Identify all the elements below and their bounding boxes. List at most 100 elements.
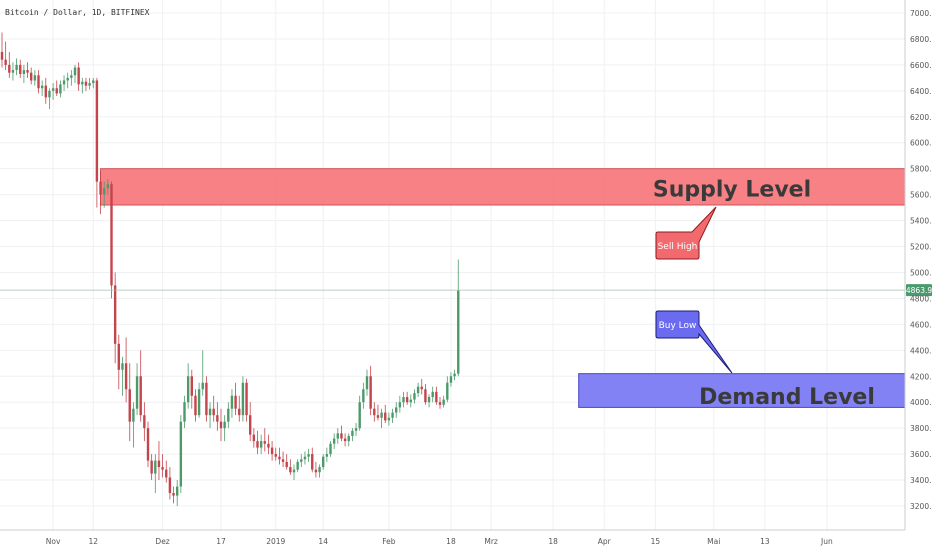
candle-body bbox=[103, 188, 106, 195]
candle-body bbox=[190, 376, 193, 396]
candle-body bbox=[8, 64, 11, 73]
candle-body bbox=[292, 469, 296, 473]
y-tick-label: 4000.0 bbox=[910, 398, 932, 407]
y-tick-label: 3200.0 bbox=[910, 502, 932, 511]
y-tick-label: 5800.0 bbox=[910, 165, 932, 174]
candle-body bbox=[362, 389, 365, 403]
candle-body bbox=[252, 434, 256, 442]
candle-body bbox=[267, 443, 270, 448]
candle-body bbox=[124, 363, 128, 390]
x-tick-label: 12 bbox=[88, 537, 98, 546]
x-tick-label: Dez bbox=[155, 537, 169, 546]
candle-body bbox=[281, 459, 285, 462]
candle-body bbox=[121, 363, 124, 370]
candle-body bbox=[223, 421, 226, 429]
candle-body bbox=[183, 402, 186, 422]
zones bbox=[100, 168, 906, 408]
x-tick-label: Mai bbox=[707, 537, 720, 546]
y-tick-label: 6000.0 bbox=[910, 139, 932, 148]
y-tick-label: 5600.0 bbox=[910, 191, 932, 200]
x-tick-label: 15 bbox=[651, 537, 661, 546]
x-tick-label: 18 bbox=[548, 537, 558, 546]
candle-body bbox=[88, 83, 91, 86]
candle-body bbox=[395, 407, 398, 413]
candle-body bbox=[150, 460, 153, 474]
candle-body bbox=[457, 290, 460, 374]
x-tick-label: 18 bbox=[446, 537, 456, 546]
candle-body bbox=[73, 67, 77, 76]
candle-body bbox=[0, 51, 4, 60]
candles bbox=[0, 32, 460, 506]
candle-body bbox=[92, 80, 95, 84]
candle-body bbox=[62, 80, 66, 85]
candle-body bbox=[51, 88, 55, 91]
candle-body bbox=[154, 460, 157, 474]
candle-body bbox=[285, 461, 288, 468]
candle-body bbox=[19, 64, 22, 74]
grid bbox=[0, 0, 905, 530]
candle-body bbox=[322, 456, 325, 468]
candle-body bbox=[227, 408, 230, 422]
x-tick-label: Nov bbox=[46, 537, 61, 546]
candle-body bbox=[314, 469, 318, 473]
candle-body bbox=[208, 408, 212, 416]
candle-body bbox=[230, 395, 234, 409]
x-tick-label: 2019 bbox=[266, 537, 285, 546]
candle-body bbox=[241, 382, 245, 416]
candle-body bbox=[81, 81, 84, 85]
y-tick-label: 6600.0 bbox=[910, 61, 932, 70]
candle-body bbox=[22, 70, 26, 74]
candle-body bbox=[387, 417, 391, 421]
candle-body bbox=[405, 397, 409, 403]
candle-body bbox=[391, 412, 394, 418]
candle-body bbox=[245, 382, 248, 416]
candle-body bbox=[15, 64, 18, 71]
candle-body bbox=[274, 454, 277, 457]
candle-body bbox=[168, 477, 172, 494]
candle-body bbox=[446, 382, 449, 400]
candle-body bbox=[113, 285, 117, 344]
candle-body bbox=[205, 382, 208, 416]
y-tick-label: 3600.0 bbox=[910, 450, 932, 459]
candle-body bbox=[369, 376, 372, 409]
candle-body bbox=[110, 184, 113, 286]
candle-body bbox=[303, 456, 307, 460]
candle-body bbox=[358, 402, 361, 429]
candle-body bbox=[40, 85, 44, 89]
y-tick-label: 4400.0 bbox=[910, 346, 932, 355]
x-tick-label: 17 bbox=[216, 537, 226, 546]
y-tick-label: 4600.0 bbox=[910, 320, 932, 329]
symbol-title: Bitcoin / Dollar, 1D, BITFINEX bbox=[5, 8, 150, 17]
candle-body bbox=[416, 386, 420, 394]
candle-body bbox=[238, 408, 241, 416]
candle-body bbox=[384, 412, 387, 421]
candle-body bbox=[219, 421, 223, 429]
candle-body bbox=[431, 391, 434, 398]
candle-body bbox=[332, 438, 336, 444]
y-tick-label: 5000.0 bbox=[910, 268, 932, 277]
candle-body bbox=[438, 402, 442, 405]
candle-body bbox=[212, 408, 215, 416]
buy-low-text: Buy Low bbox=[659, 321, 697, 331]
candle-body bbox=[365, 376, 369, 390]
candle-body bbox=[325, 454, 329, 457]
candle-body bbox=[4, 59, 7, 65]
candle-body bbox=[311, 454, 314, 470]
y-tick-label: 6200.0 bbox=[910, 113, 932, 122]
candle-body bbox=[132, 408, 135, 422]
candle-body bbox=[194, 395, 197, 416]
supply-level-label: Supply Level bbox=[653, 178, 811, 203]
y-tick-label: 5400.0 bbox=[910, 217, 932, 226]
candle-body bbox=[95, 80, 99, 182]
candle-body bbox=[179, 421, 183, 487]
candle-body bbox=[354, 428, 358, 431]
candle-body bbox=[146, 428, 150, 461]
candle-body bbox=[453, 373, 456, 377]
buy-low-callout bbox=[655, 310, 733, 374]
demand-zone bbox=[578, 373, 906, 408]
candle-body bbox=[249, 415, 252, 435]
candle-body bbox=[300, 459, 303, 462]
candle-body bbox=[106, 184, 110, 189]
